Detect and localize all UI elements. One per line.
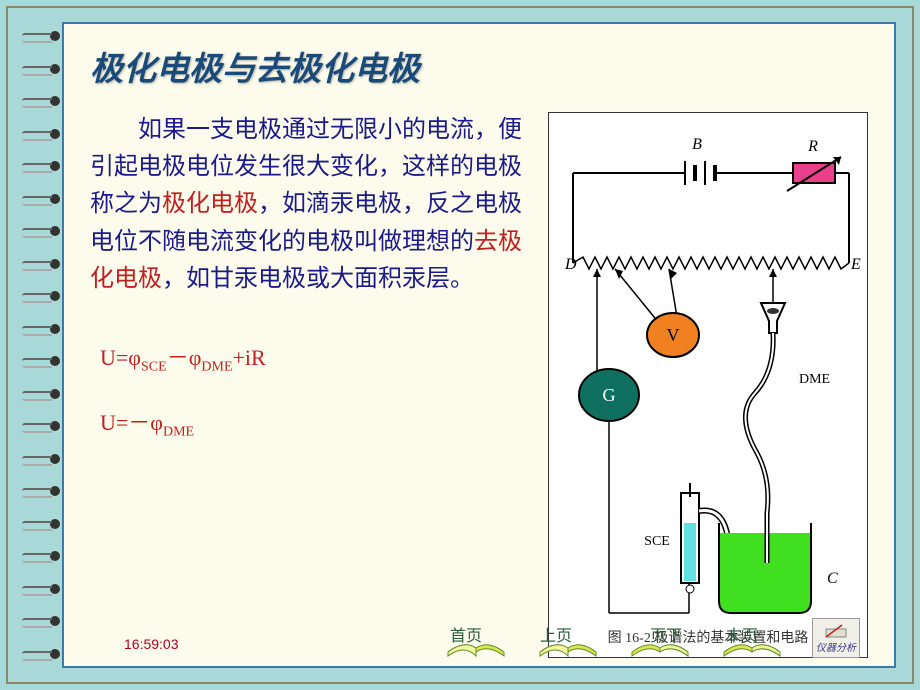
nav-prev-label: 上页: [540, 622, 572, 646]
f2-a: U=－φ: [100, 410, 163, 435]
nav-next-label: 页下: [650, 622, 682, 646]
nav-last-button[interactable]: 末页: [720, 616, 784, 660]
f1-a: U=φ: [100, 345, 141, 370]
nav-bar: 首页 上页 页下 末页: [444, 616, 860, 660]
formula-1: U=φSCE－φDME+iR: [100, 340, 540, 375]
text-column: 如果一支电极通过无限小的电流，便引起电极电位发生很大变化，这样的电极称之为极化电…: [90, 112, 540, 658]
label-V: V: [667, 325, 680, 345]
timestamp: 16:59:03: [124, 636, 179, 652]
label-R: R: [807, 138, 818, 155]
highlight-1: 极化电极: [162, 191, 258, 217]
circuit-diagram: B R D E: [548, 112, 868, 658]
nav-prev-button[interactable]: 上页: [536, 616, 600, 660]
nav-next-button[interactable]: 页下: [628, 616, 692, 660]
instrument-icon: [824, 623, 848, 639]
label-G: G: [603, 385, 616, 405]
nav-last-label: 末页: [726, 622, 758, 646]
nav-first-button[interactable]: 首页: [444, 616, 508, 660]
content-row: 如果一支电极通过无限小的电流，便引起电极电位发生很大变化，这样的电极称之为极化电…: [90, 112, 868, 658]
label-B: B: [692, 136, 702, 153]
label-DME: DME: [799, 372, 830, 387]
diagram-column: B R D E: [548, 112, 868, 658]
page-slide: 极化电极与去极化电极 如果一支电极通过无限小的电流，便引起电极电位发生很大变化，…: [62, 22, 896, 668]
body-text-3: ，如甘汞电极或大面积汞层。: [162, 266, 474, 292]
body-paragraph: 如果一支电极通过无限小的电流，便引起电极电位发生很大变化，这样的电极称之为极化电…: [90, 112, 540, 298]
f2-s1: DME: [163, 425, 194, 440]
nav-first-label: 首页: [450, 622, 482, 646]
spiral-binding: [22, 20, 62, 670]
label-E: E: [850, 256, 861, 273]
label-D: D: [564, 256, 577, 273]
page-title: 极化电极与去极化电极: [90, 42, 868, 90]
f1-b: －φ: [167, 345, 202, 370]
formula-2: U=－φDME: [100, 405, 540, 440]
f1-s2: DME: [201, 359, 232, 374]
label-C: C: [827, 570, 838, 587]
f1-c: +iR: [233, 345, 266, 370]
outer-frame: 极化电极与去极化电极 如果一支电极通过无限小的电流，便引起电极电位发生很大变化，…: [6, 6, 914, 684]
nav-instrument-label: 仪器分析: [816, 639, 856, 654]
nav-instrument-button[interactable]: 仪器分析: [812, 618, 860, 658]
f1-s1: SCE: [141, 359, 167, 374]
label-SCE: SCE: [644, 534, 670, 549]
